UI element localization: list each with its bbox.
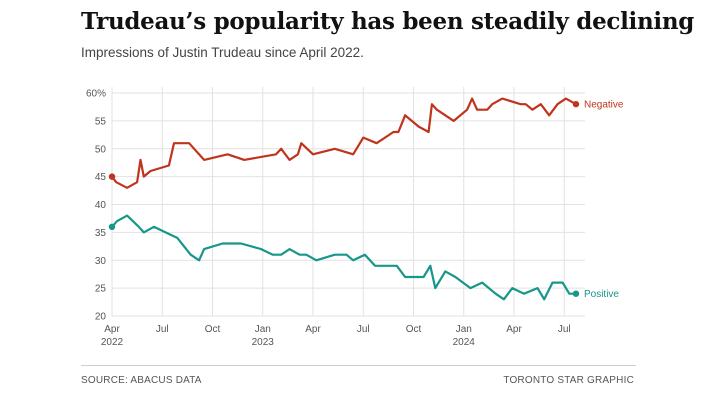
start-point-marker [108,223,116,230]
series-layer [108,97,580,301]
series-label-positive: Positive [584,289,619,300]
y-tick-label: 25 [95,284,107,295]
x-tick-year-label: 2022 [101,337,124,348]
grid-layer [111,87,585,317]
x-tick-label: Oct [406,324,422,335]
x-tick-year-label: 2023 [252,337,275,348]
start-point-marker [108,173,116,180]
footer-divider [81,365,636,366]
x-tick-label: Apr [104,324,120,335]
x-tick-label: Jul [357,324,370,335]
y-tick-label: 50 [95,144,107,155]
x-tick-label: Oct [205,324,221,335]
tick-layer: 20 25 30 35 40 45 50 55 60% Apr 2022 Jul Oct Jan 2023 A… [86,89,571,349]
y-tick-label: 40 [95,200,107,211]
label-layer: Negative Positive [584,100,624,301]
series-line-positive [110,214,578,301]
graphic-credit: TORONTO STAR GRAPHIC [503,375,634,386]
series-label-negative: Negative [584,100,624,111]
series-line-negative [110,97,578,189]
x-tick-label: Jan [255,324,271,335]
y-tick-label: 30 [95,256,107,267]
end-point-marker [572,100,580,108]
x-tick-label: Apr [506,324,522,335]
x-tick-label: Jan [456,324,472,335]
y-tick-label: 55 [95,116,107,127]
x-tick-label: Apr [305,324,321,335]
x-tick-label: Jul [156,324,169,335]
y-tick-label: 35 [95,228,107,239]
x-tick-year-label: 2024 [453,337,476,348]
page-subtitle: Impressions of Justin Trudeau since Apri… [81,45,364,60]
end-point-marker [572,290,580,297]
y-tick-label: 20 [95,312,107,323]
page-title: Trudeau’s popularity has been steadily d… [81,8,695,35]
x-tick-label: Jul [558,324,571,335]
source-note: SOURCE: ABACUS DATA [81,375,202,386]
y-tick-label: 45 [95,172,107,183]
y-tick-label: 60% [86,89,106,100]
